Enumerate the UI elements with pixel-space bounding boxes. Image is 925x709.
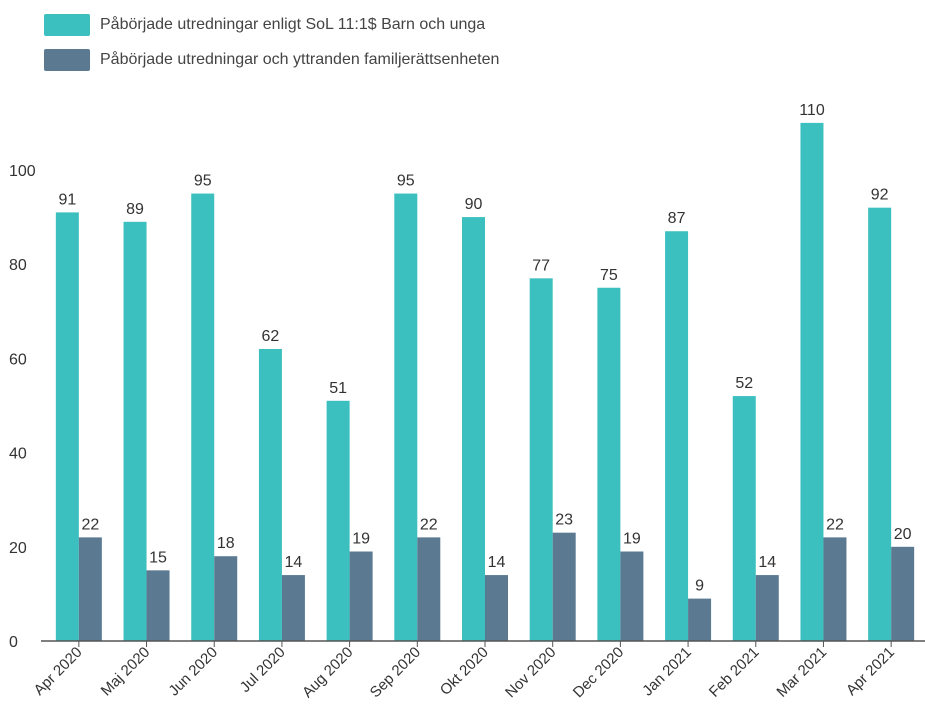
bar-series-1-12 xyxy=(868,207,892,641)
data-label-series-1-11: 110 xyxy=(799,102,825,119)
x-tick-label-3: Jul 2020 xyxy=(237,644,289,696)
bar-series-1-5 xyxy=(394,193,418,642)
x-tick-label-8: Dec 2020 xyxy=(570,644,627,701)
legend-swatch-series-2 xyxy=(44,49,90,71)
data-label-series-2-4: 19 xyxy=(352,531,370,548)
data-label-series-2-12: 20 xyxy=(894,526,912,543)
bar-series-2-0 xyxy=(78,537,102,641)
legend-label-series-2: Påbörjade utredningar och yttranden fami… xyxy=(100,51,500,68)
bar-series-2-7 xyxy=(552,532,576,641)
data-label-series-2-8: 19 xyxy=(623,531,641,548)
bar-series-2-1 xyxy=(146,570,170,641)
bar-series-1-9 xyxy=(665,231,689,642)
data-label-series-1-5: 95 xyxy=(397,173,415,190)
data-label-series-2-9: 9 xyxy=(695,578,704,595)
data-label-series-1-8: 75 xyxy=(600,267,618,284)
y-tick-label-60: 60 xyxy=(9,351,27,368)
x-tick-label-6: Okt 2020 xyxy=(437,644,492,699)
x-tick-label-0: Apr 2020 xyxy=(31,644,86,699)
data-label-series-2-6: 14 xyxy=(488,554,506,571)
bar-series-2-8 xyxy=(620,551,644,641)
bar-series-2-12 xyxy=(891,546,915,641)
bar-series-1-8 xyxy=(597,287,621,641)
bar-series-1-0 xyxy=(55,212,79,641)
data-label-series-1-12: 92 xyxy=(871,187,889,204)
data-label-series-1-10: 52 xyxy=(735,375,753,392)
x-tick-label-5: Sep 2020 xyxy=(367,644,424,701)
bar-series-1-6 xyxy=(462,217,485,641)
bar-series-2-4 xyxy=(349,551,373,641)
data-label-series-2-1: 15 xyxy=(149,549,167,566)
bar-series-1-2 xyxy=(191,193,215,642)
y-tick-label-80: 80 xyxy=(9,257,27,274)
bar-series-1-11 xyxy=(800,122,824,641)
bar-series-2-10 xyxy=(755,575,779,641)
x-tick-label-7: Nov 2020 xyxy=(502,644,559,701)
data-label-series-2-3: 14 xyxy=(285,554,303,571)
data-label-series-1-7: 77 xyxy=(532,257,550,274)
x-tick-label-2: Jun 2020 xyxy=(165,644,221,700)
data-label-series-2-7: 23 xyxy=(555,512,573,529)
bar-series-2-5 xyxy=(417,537,441,641)
bar-series-2-11 xyxy=(823,537,847,641)
bar-series-2-2 xyxy=(214,556,238,641)
bar-series-2-9 xyxy=(688,598,712,641)
x-tick-label-10: Feb 2021 xyxy=(706,644,763,701)
bar-series-2-3 xyxy=(281,575,305,641)
legend: Påbörjade utredningar enligt SoL 11:1$ B… xyxy=(44,14,499,84)
x-tick-label-9: Jan 2021 xyxy=(639,644,695,700)
x-tick-label-11: Mar 2021 xyxy=(773,644,830,701)
y-tick-label-20: 20 xyxy=(9,540,27,557)
bar-series-1-4 xyxy=(326,400,350,641)
y-tick-label-0: 0 xyxy=(9,634,18,651)
x-tick-label-1: Maj 2020 xyxy=(98,644,154,700)
data-label-series-2-0: 22 xyxy=(81,516,99,533)
bar-series-1-3 xyxy=(258,348,282,641)
y-tick-label-100: 100 xyxy=(9,163,36,180)
data-label-series-1-6: 90 xyxy=(465,196,483,213)
x-tick-label-4: Aug 2020 xyxy=(299,644,356,701)
data-label-series-2-10: 14 xyxy=(758,554,776,571)
data-label-series-1-3: 62 xyxy=(262,328,280,345)
bar-series-1-7 xyxy=(529,278,553,641)
x-tick-label-12: Apr 2021 xyxy=(843,644,898,699)
data-label-series-1-9: 87 xyxy=(668,210,686,227)
data-label-series-1-2: 95 xyxy=(194,173,212,190)
bar-series-2-6 xyxy=(485,575,508,641)
legend-item-series-2[interactable]: Påbörjade utredningar och yttranden fami… xyxy=(44,49,499,71)
y-tick-label-40: 40 xyxy=(9,446,27,463)
legend-label-series-1: Påbörjade utredningar enligt SoL 11:1$ B… xyxy=(100,16,486,33)
bar-series-1-1 xyxy=(123,221,147,641)
bar-series-1-10 xyxy=(732,396,756,641)
legend-item-series-1[interactable]: Påbörjade utredningar enligt SoL 11:1$ B… xyxy=(44,14,499,36)
data-label-series-2-5: 22 xyxy=(420,516,438,533)
data-label-series-2-2: 18 xyxy=(217,535,235,552)
data-label-series-2-11: 22 xyxy=(826,516,844,533)
legend-swatch-series-1 xyxy=(44,14,90,36)
data-label-series-1-4: 51 xyxy=(329,380,347,397)
data-label-series-1-0: 91 xyxy=(58,191,76,208)
data-label-series-1-1: 89 xyxy=(126,201,144,218)
